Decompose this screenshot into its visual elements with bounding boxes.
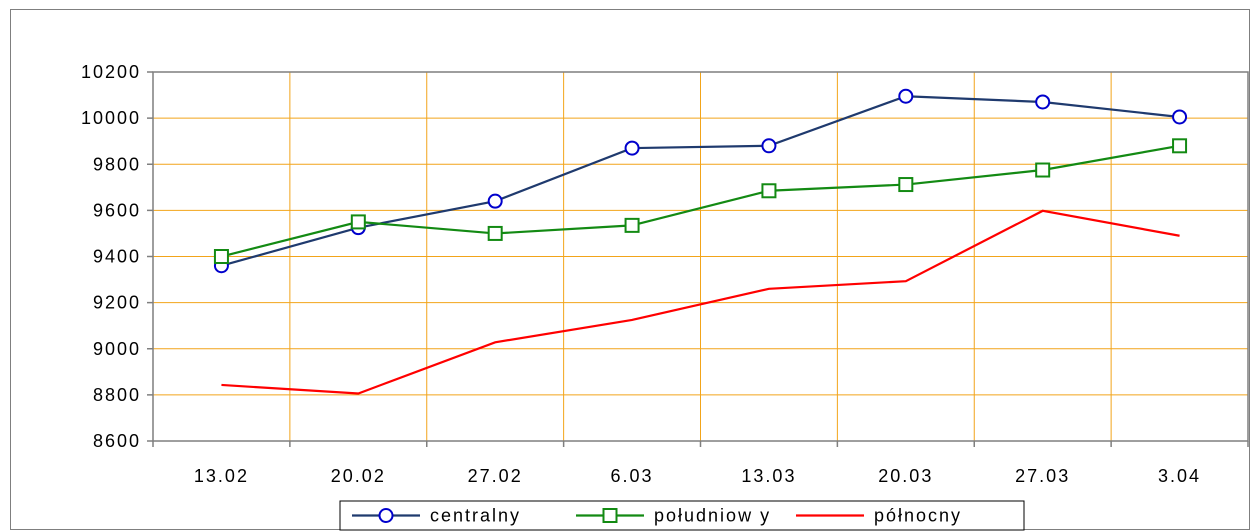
y-tick-label: 9800 <box>93 154 141 174</box>
legend-entry: południow y <box>576 506 771 526</box>
y-tick-label: 9200 <box>93 293 141 313</box>
legend-label: północny <box>874 506 962 526</box>
x-tick-label: 13.02 <box>194 466 249 486</box>
y-tick-label: 8600 <box>93 431 141 451</box>
data-point <box>487 193 503 209</box>
series-line <box>221 144 1180 258</box>
legend-entry: północny <box>796 506 962 526</box>
legend-marker <box>602 508 618 523</box>
series-group <box>213 88 1188 395</box>
y-tick-label: 9600 <box>93 200 141 220</box>
x-tick-label: 3.04 <box>1158 466 1201 486</box>
y-tick-label: 9400 <box>93 247 141 267</box>
y-tick-label: 9000 <box>93 339 141 359</box>
x-tick-label: 13.03 <box>741 466 796 486</box>
x-axis-ticks: 13.02 20.02 27.02 6.03 13.03 20.03 27.03 3.04 <box>152 441 1249 486</box>
data-point <box>350 214 366 230</box>
data-point <box>1035 162 1051 178</box>
data-point <box>1172 138 1188 154</box>
y-tick-label: 10200 <box>81 62 141 82</box>
x-tick-label: 20.02 <box>331 466 386 486</box>
data-point <box>213 249 229 264</box>
series-północny <box>221 209 1180 395</box>
y-tick-label: 8800 <box>93 385 141 405</box>
x-tick-label: 6.03 <box>611 466 654 486</box>
legend-box <box>339 500 1025 531</box>
series-południowy <box>213 138 1188 264</box>
data-point <box>624 140 640 156</box>
grid-lines <box>153 71 1248 442</box>
y-tick-label: 10000 <box>81 108 141 128</box>
data-point <box>761 183 777 199</box>
series-line <box>221 209 1180 395</box>
x-tick-label: 27.03 <box>1015 466 1070 486</box>
x-tick-label: 27.02 <box>468 466 523 486</box>
x-tick-label: 20.03 <box>878 466 933 486</box>
legend-marker <box>378 508 394 523</box>
data-point <box>1172 109 1188 125</box>
legend-entry: centralny <box>352 506 521 526</box>
data-point <box>487 225 503 241</box>
y-axis-ticks: 8600 8800 9000 9200 9400 9600 9800 10000 10200 <box>81 62 153 451</box>
data-point <box>1035 94 1051 110</box>
legend-label: południow y <box>654 506 771 526</box>
data-point <box>624 217 640 233</box>
data-point <box>898 177 914 193</box>
data-point <box>761 138 777 154</box>
data-point <box>898 88 914 104</box>
legend-label: centralny <box>430 506 521 526</box>
legend: centralny południow y północny <box>339 500 1025 531</box>
